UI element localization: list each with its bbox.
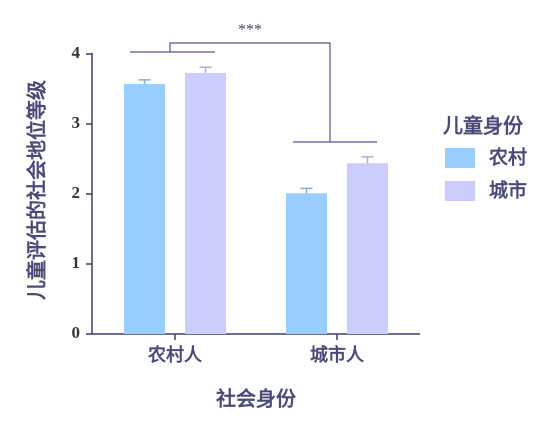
legend-swatch [445, 181, 475, 201]
significance: *** [238, 22, 262, 39]
error-bar [199, 66, 212, 73]
x-tick-label: 农村人 [147, 344, 203, 366]
bar [124, 84, 165, 334]
y-tick-label: 2 [72, 183, 81, 202]
y-tick-label: 3 [72, 113, 81, 132]
bar [347, 163, 388, 334]
y-tick-label: 0 [72, 323, 81, 342]
bar [286, 193, 327, 334]
legend-swatch [445, 148, 475, 168]
bracket-line [169, 42, 331, 142]
y-axis-title: 儿童评估的社会地位等级 [25, 80, 49, 301]
x-axis-title: 社会身份 [215, 387, 297, 411]
error-bar [138, 79, 151, 85]
error-bar [300, 187, 313, 194]
y-tick-label: 4 [72, 43, 81, 62]
significance-bracket [130, 42, 377, 143]
x-tick-label: 城市人 [310, 344, 365, 366]
legend-label: 城市 [489, 179, 527, 202]
y-tick-label: 1 [72, 253, 81, 272]
bar [185, 72, 226, 335]
legend-title: 儿童身份 [442, 114, 524, 138]
legend-label: 农村 [488, 146, 527, 169]
error-bar [361, 156, 374, 164]
